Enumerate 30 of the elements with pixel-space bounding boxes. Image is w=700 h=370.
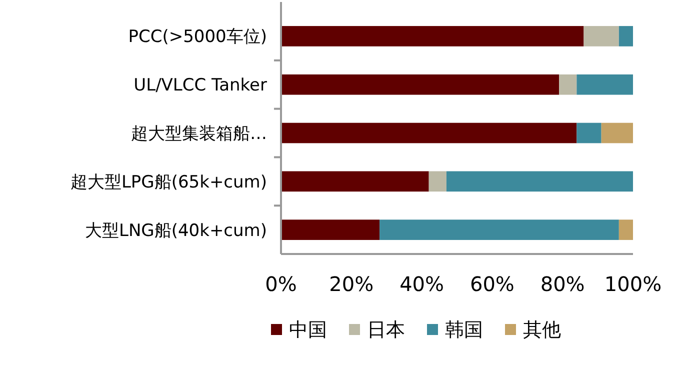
bar <box>281 74 560 95</box>
bar <box>428 171 446 192</box>
legend-label: 韩国 <box>445 319 483 341</box>
bar <box>601 122 633 144</box>
bar <box>281 171 429 192</box>
bar <box>576 74 633 95</box>
y-tick-label: UL/VLCC Tanker <box>134 76 267 96</box>
y-tick-label: PCC(>5000车位) <box>128 27 267 48</box>
bar <box>446 171 633 192</box>
y-tick-label: 超大型集装箱船… <box>131 124 267 144</box>
bar <box>584 26 619 46</box>
legend-label: 日本 <box>367 319 405 341</box>
bar <box>281 220 380 240</box>
x-tick-label: 20% <box>329 272 374 296</box>
bar <box>281 122 577 144</box>
x-tick-label: 100% <box>604 272 662 296</box>
x-tick-label: 40% <box>400 272 444 296</box>
legend-label: 其他 <box>523 319 561 341</box>
x-tick-label: 0% <box>265 272 297 296</box>
x-tick-label: 60% <box>470 272 514 296</box>
bar <box>380 220 619 240</box>
bar <box>618 220 633 240</box>
bar <box>281 26 584 46</box>
bar <box>618 26 633 46</box>
bar <box>576 122 602 144</box>
y-tick-label: 大型LNG船(40k+cum) <box>84 220 267 241</box>
legend-label: 中国 <box>289 319 327 341</box>
bar <box>559 74 577 95</box>
x-tick-label: 80% <box>540 272 585 296</box>
y-tick-label: 超大型LPG船(65k+cum) <box>70 172 267 192</box>
